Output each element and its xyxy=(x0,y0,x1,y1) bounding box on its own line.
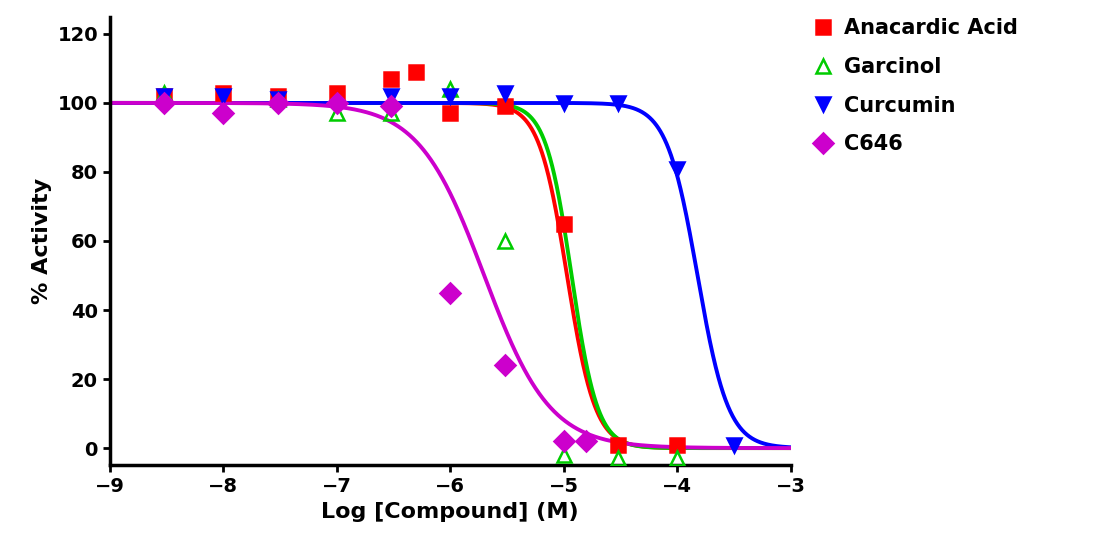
Curcumin xyxy=(612,100,625,106)
C646 xyxy=(384,103,397,110)
Line: Anacardic Acid: Anacardic Acid xyxy=(157,65,684,452)
Curcumin xyxy=(671,165,684,172)
Anacardic Acid xyxy=(410,69,423,75)
Curcumin xyxy=(271,96,284,103)
Curcumin xyxy=(498,89,512,96)
Line: Garcinol: Garcinol xyxy=(157,82,684,465)
C646 xyxy=(158,100,171,106)
Line: Curcumin: Curcumin xyxy=(157,86,741,452)
X-axis label: Log [Compound] (M): Log [Compound] (M) xyxy=(322,502,579,522)
Garcinol xyxy=(271,96,284,103)
Curcumin xyxy=(727,442,740,448)
Garcinol xyxy=(330,110,344,116)
Garcinol xyxy=(158,89,171,96)
Anacardic Acid xyxy=(158,93,171,99)
Line: C646: C646 xyxy=(157,96,593,448)
Garcinol xyxy=(671,455,684,462)
Anacardic Acid xyxy=(612,442,625,448)
Anacardic Acid xyxy=(444,110,457,116)
Curcumin xyxy=(384,93,397,99)
Anacardic Acid xyxy=(216,89,229,96)
Y-axis label: % Activity: % Activity xyxy=(32,178,52,304)
Curcumin xyxy=(216,93,229,99)
C646 xyxy=(444,289,457,296)
Legend: Anacardic Acid, Garcinol, Curcumin, C646: Anacardic Acid, Garcinol, Curcumin, C646 xyxy=(815,18,1018,155)
Anacardic Acid xyxy=(384,75,397,82)
Garcinol xyxy=(557,452,570,458)
Anacardic Acid xyxy=(330,89,344,96)
Curcumin xyxy=(444,93,457,99)
Anacardic Acid xyxy=(498,103,512,110)
C646 xyxy=(580,438,593,444)
C646 xyxy=(557,438,570,444)
Anacardic Acid xyxy=(671,442,684,448)
Curcumin xyxy=(557,100,570,106)
Garcinol xyxy=(444,86,457,93)
Curcumin xyxy=(158,93,171,99)
C646 xyxy=(498,362,512,368)
C646 xyxy=(330,100,344,106)
C646 xyxy=(216,110,229,116)
Garcinol xyxy=(384,110,397,116)
Anacardic Acid xyxy=(557,220,570,227)
Garcinol xyxy=(612,455,625,462)
C646 xyxy=(271,100,284,106)
Anacardic Acid xyxy=(271,93,284,99)
Garcinol xyxy=(498,238,512,244)
